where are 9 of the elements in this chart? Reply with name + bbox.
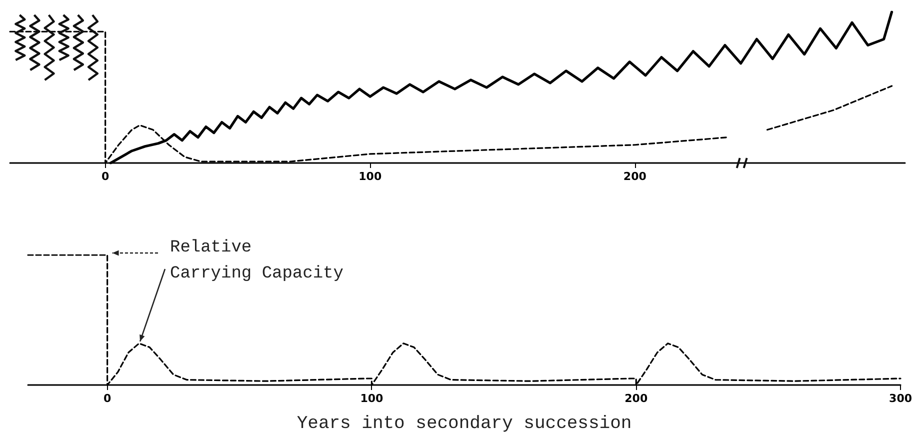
annotation: Relative Carrying Capacity — [170, 238, 344, 284]
x-tick-label: 200 — [624, 392, 648, 405]
x-axis-title: Years into secondary succession — [296, 414, 632, 434]
x-tick-label: 200 — [623, 170, 647, 183]
x-tick-label: 0 — [101, 170, 110, 183]
x-tick-label: 100 — [360, 392, 384, 405]
x-tick-label: 0 — [103, 392, 112, 405]
x-tick-label: 100 — [358, 170, 382, 183]
x-tick-label: 300 — [889, 392, 912, 405]
